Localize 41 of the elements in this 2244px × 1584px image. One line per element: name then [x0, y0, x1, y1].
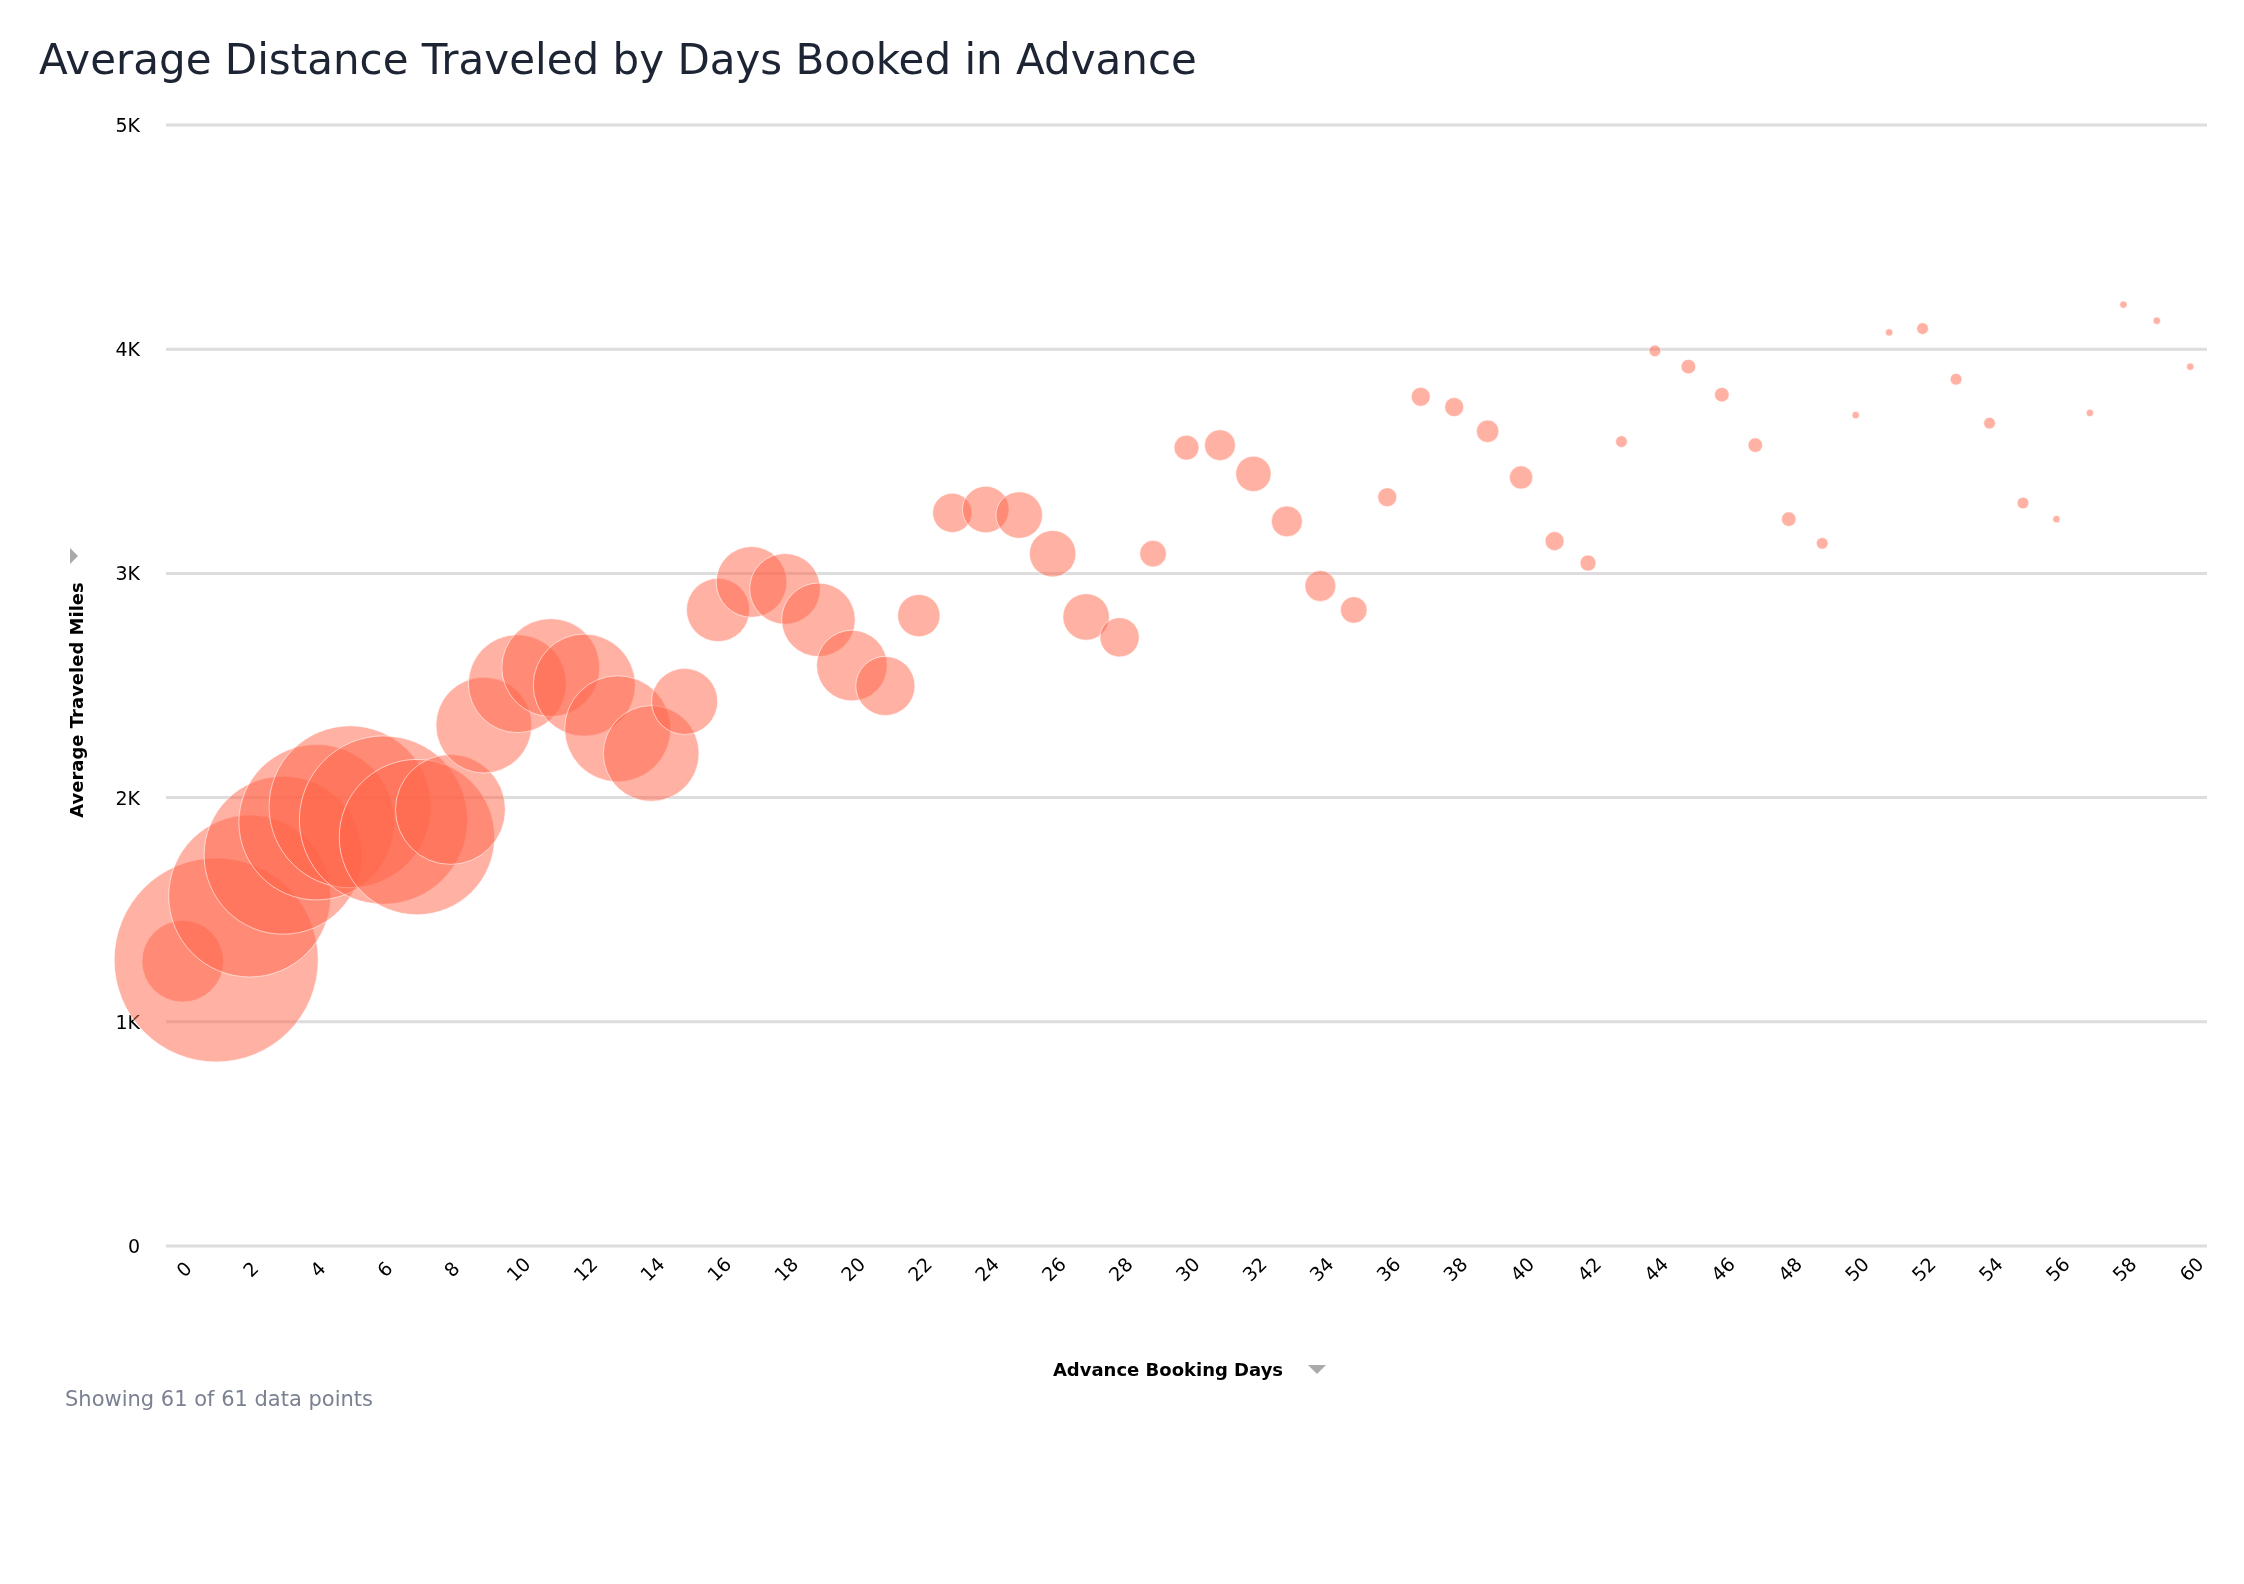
- x-tick-label: 58: [2108, 1252, 2141, 1286]
- x-tick-label: 50: [1840, 1252, 1874, 1286]
- x-tick-label: 18: [769, 1252, 803, 1286]
- x-tick-label: 36: [1371, 1252, 1405, 1286]
- x-tick-label: 54: [1974, 1252, 2007, 1286]
- x-tick-label: 32: [1238, 1252, 1271, 1286]
- x-tick-label: 22: [903, 1252, 937, 1286]
- y-axis-title: Average Traveled Miles: [66, 582, 87, 818]
- x-tick-label: 40: [1505, 1252, 1539, 1286]
- x-tick-label: 30: [1171, 1252, 1204, 1286]
- x-tick-label: 24: [970, 1252, 1004, 1286]
- y-tick-label: 4K: [115, 338, 141, 361]
- x-tick-label: 8: [439, 1257, 464, 1282]
- x-tick-label: 34: [1305, 1252, 1338, 1286]
- text: Showing 61 of 61 data points: [65, 1387, 373, 1411]
- x-tick-label: 12: [568, 1252, 602, 1286]
- x-tick-label: 28: [1104, 1252, 1137, 1286]
- x-tick-label: 56: [2041, 1252, 2074, 1286]
- y-tick-label: 0: [127, 1235, 140, 1257]
- x-tick-label: 14: [635, 1252, 669, 1286]
- y-tick-label: 3K: [115, 562, 141, 585]
- x-axis-title: Advance Booking Days: [1052, 1359, 1284, 1380]
- x-tick-label: 38: [1438, 1252, 1472, 1286]
- x-tick-label: 26: [1037, 1252, 1071, 1286]
- x-tick-label: 0: [171, 1257, 196, 1282]
- y-tick-label: 5K: [115, 114, 141, 136]
- y-tick-label: 1K: [115, 1010, 141, 1033]
- x-tick-label: 52: [1907, 1252, 1940, 1286]
- x-tick-label: 60: [2174, 1252, 2208, 1286]
- x-tick-label: 16: [702, 1252, 736, 1286]
- x-tick-label: 10: [502, 1252, 535, 1286]
- x-tick-label: 48: [1773, 1252, 1807, 1286]
- x-tick-label: 4: [305, 1257, 330, 1282]
- chart-title: Average Distance Traveled by Days Booked in Advance: [39, 35, 1197, 84]
- y-tick-label: 2K: [115, 786, 141, 809]
- x-tick-label: 20: [836, 1252, 870, 1286]
- x-tick-label: 6: [372, 1257, 397, 1282]
- x-tick-label: 44: [1639, 1252, 1673, 1286]
- x-tick-label: 46: [1706, 1252, 1740, 1286]
- x-tick-label: 42: [1572, 1252, 1606, 1286]
- x-tick-label: 2: [238, 1257, 263, 1282]
